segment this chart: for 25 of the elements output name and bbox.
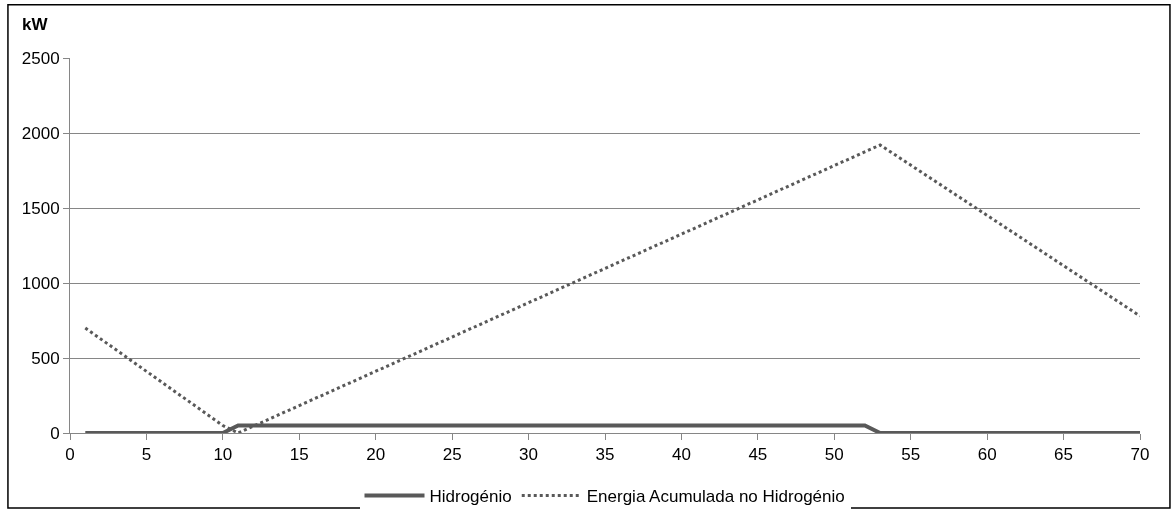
line-series: [83, 143, 1140, 433]
y-tick-label: 500: [31, 348, 60, 368]
x-tick-label: 20: [366, 445, 386, 465]
x-tick-label: 70: [1130, 445, 1150, 465]
x-tick-label: 10: [213, 445, 233, 465]
x-tick-label: 0: [65, 445, 75, 465]
x-tick-label: 15: [289, 445, 309, 465]
x-tick-label: 45: [748, 445, 768, 465]
y-axis-title: kW: [22, 15, 49, 34]
y-tick-label: 2000: [21, 123, 60, 143]
x-tick-label: 50: [824, 445, 844, 465]
y-tick-label: 1500: [21, 198, 60, 218]
x-tick-label: 35: [595, 445, 615, 465]
x-tick-label: 55: [901, 445, 921, 465]
y-tick-label: 0: [50, 423, 60, 443]
y-tick-label: 2500: [21, 48, 60, 68]
legend-label: Energia Acumulada no Hidrogénio: [586, 487, 845, 507]
x-tick-label: 25: [442, 445, 462, 465]
x-tick-label: 30: [519, 445, 539, 465]
x-tick-label: 5: [141, 445, 152, 465]
x-tick-label: 40: [671, 445, 691, 465]
x-tick-label: 60: [977, 445, 997, 465]
y-tick-label: 1000: [21, 273, 60, 293]
legend-label: Hidrogénio: [429, 487, 512, 507]
x-tick-label: 65: [1054, 445, 1074, 465]
